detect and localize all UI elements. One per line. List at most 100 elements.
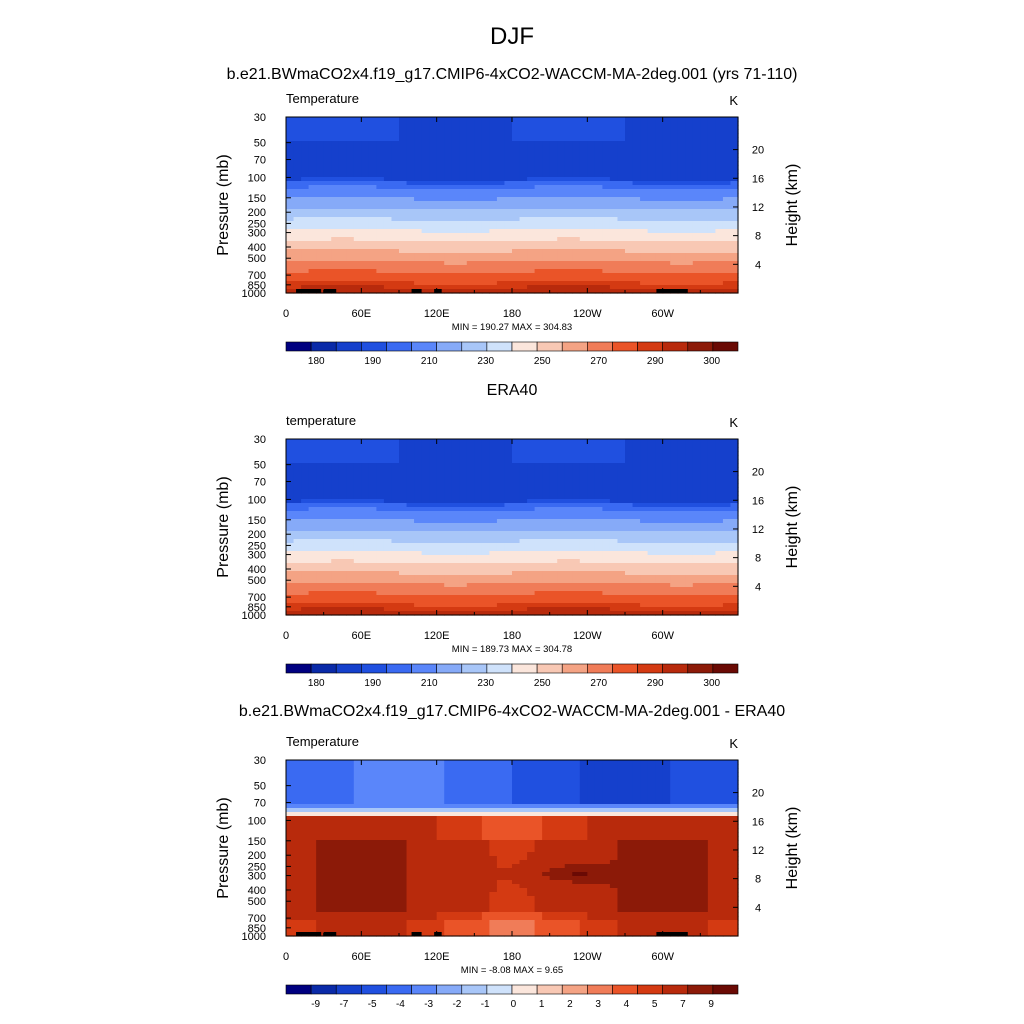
field-cell <box>474 543 483 548</box>
field-cell <box>707 559 716 564</box>
field-cell <box>602 527 611 532</box>
field-cell <box>368 253 377 258</box>
field-cell <box>376 165 385 170</box>
field-cell <box>331 233 340 238</box>
field-cell <box>429 193 438 198</box>
field-cell <box>534 233 543 238</box>
field-cell <box>730 531 739 536</box>
field-cell <box>602 447 611 452</box>
field-cell <box>662 439 671 444</box>
field-cell <box>700 121 709 126</box>
field-cell <box>414 145 423 150</box>
field-cell <box>301 527 310 532</box>
field-cell <box>557 539 566 544</box>
field-cell <box>640 205 649 210</box>
field-cell <box>602 225 611 230</box>
field-cell <box>286 257 295 262</box>
field-cell <box>338 213 347 218</box>
field-cell <box>436 125 445 130</box>
field-cell <box>527 281 536 286</box>
field-cell <box>353 189 362 194</box>
field-cell <box>512 169 521 174</box>
field-cell <box>527 563 536 568</box>
field-cell <box>308 519 317 524</box>
field-cell <box>474 137 483 142</box>
field-cell <box>466 265 475 270</box>
field-cell <box>730 559 739 564</box>
field-cell <box>489 221 498 226</box>
field-cell <box>625 249 634 254</box>
field-cell <box>655 451 664 456</box>
field-cell <box>640 249 649 254</box>
field-cell <box>655 467 664 472</box>
field-cell <box>414 455 423 460</box>
field-cell <box>489 455 498 460</box>
field-cell <box>519 209 528 214</box>
field-cell <box>730 153 739 158</box>
field-cell <box>489 209 498 214</box>
field-cell <box>542 137 551 142</box>
field-cell <box>602 249 611 254</box>
field-cell <box>572 157 581 162</box>
field-cell <box>496 125 506 130</box>
field-cell <box>361 587 370 592</box>
field-cell <box>685 265 694 270</box>
field-cell <box>677 185 686 190</box>
field-cell <box>602 571 611 576</box>
field-cell <box>730 213 739 218</box>
field-cell <box>662 125 671 130</box>
field-cell <box>414 447 423 452</box>
field-cell <box>519 217 528 222</box>
field-cell <box>549 165 558 170</box>
field-cell <box>662 121 671 126</box>
field-cell <box>316 475 325 480</box>
field-cell <box>549 153 558 158</box>
field-cell <box>429 165 438 170</box>
field-cell <box>346 201 355 206</box>
field-cell <box>286 547 295 552</box>
field-cell <box>519 145 528 150</box>
field-cell <box>662 499 671 504</box>
field-cell <box>670 205 679 210</box>
field-cell <box>338 575 347 580</box>
y2-axis-label: Height (km) <box>784 164 801 247</box>
field-cell <box>625 149 634 154</box>
field-cell <box>346 253 355 258</box>
field-cell <box>692 443 701 448</box>
field-cell <box>338 583 347 588</box>
field-cell <box>504 177 513 182</box>
field-cell <box>640 511 649 516</box>
field-cell <box>451 261 460 266</box>
field-cell <box>662 443 671 448</box>
field-cell <box>301 495 310 500</box>
field-cell <box>368 289 377 294</box>
field-cell <box>519 551 528 556</box>
field-cell <box>368 197 377 202</box>
field-cell <box>421 189 430 194</box>
field-cell <box>519 507 528 512</box>
field-cell <box>602 209 611 214</box>
field-cell <box>361 285 370 290</box>
field-cell <box>391 277 400 282</box>
field-cell <box>451 241 460 246</box>
field-cell <box>338 129 347 134</box>
field-cell <box>293 503 302 508</box>
field-cell <box>662 543 671 548</box>
field-cell <box>338 555 347 560</box>
field-cell <box>700 185 709 190</box>
field-cell <box>368 575 377 580</box>
field-cell <box>293 253 302 258</box>
field-cell <box>316 447 325 452</box>
field-cell <box>391 157 400 162</box>
field-cell <box>383 165 393 170</box>
field-cell <box>338 145 347 150</box>
field-cell <box>406 201 415 206</box>
field-cell <box>609 185 619 190</box>
field-cell <box>692 527 701 532</box>
field-cell <box>496 479 506 484</box>
field-cell <box>512 547 521 552</box>
field-cell <box>474 221 483 226</box>
field-cell <box>346 559 355 564</box>
field-cell <box>512 455 521 460</box>
field-cell <box>730 543 739 548</box>
